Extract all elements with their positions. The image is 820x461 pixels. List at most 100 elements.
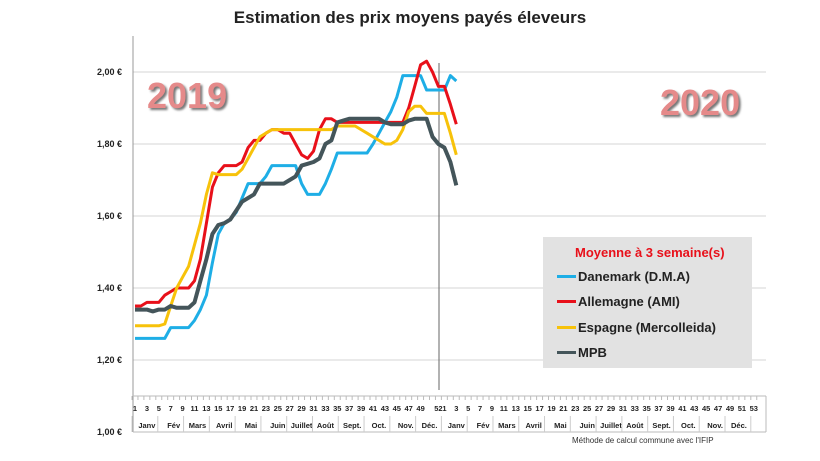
month-label: Déc. (731, 421, 747, 430)
legend-label: Allemagne (AMI) (578, 294, 680, 309)
x-tick-label: 9 (490, 404, 494, 413)
y-tick-label: 1,20 € (97, 355, 122, 365)
month-label: Nov. (398, 421, 414, 430)
x-tick-label: 13 (202, 404, 210, 413)
month-label: Août (317, 421, 335, 430)
x-tick-label: 43 (381, 404, 389, 413)
y-tick-label: 1,60 € (97, 211, 122, 221)
x-tick-label: 5 (466, 404, 470, 413)
x-tick-label: 33 (631, 404, 639, 413)
x-tick-label: 21 (559, 404, 567, 413)
x-tick-label: 27 (595, 404, 603, 413)
month-label: Mai (245, 421, 258, 430)
x-tick-label: 5 (157, 404, 161, 413)
x-tick-label: 51 (738, 404, 746, 413)
x-tick-label: 17 (535, 404, 543, 413)
legend-swatch (557, 300, 576, 303)
x-tick-label: 49 (416, 404, 424, 413)
x-tick-label: 47 (405, 404, 413, 413)
month-label: Sept. (652, 421, 670, 430)
y-tick-label: 1,40 € (97, 283, 122, 293)
x-tick-label: 31 (619, 404, 627, 413)
series-line-danemark-d-m-a- (135, 74, 458, 340)
x-tick-label: 11 (500, 404, 508, 413)
x-tick-label: 27 (286, 404, 294, 413)
x-tick-label: 21 (250, 404, 258, 413)
month-label: Avril (216, 421, 232, 430)
x-tick-label: 45 (393, 404, 401, 413)
x-tick-label: 25 (274, 404, 282, 413)
x-tick-label: 19 (547, 404, 555, 413)
y-tick-label: 1,80 € (97, 139, 122, 149)
month-label: Mars (498, 421, 516, 430)
x-tick-label: 33 (321, 404, 329, 413)
x-tick-label: 41 (369, 404, 377, 413)
x-tick-label: 35 (333, 404, 341, 413)
month-label: Juin (579, 421, 595, 430)
legend-swatch (557, 326, 576, 329)
x-tick-label: 9 (181, 404, 185, 413)
x-tick-label: 3 (454, 404, 458, 413)
x-tick-label: 17 (226, 404, 234, 413)
legend: Moyenne à 3 semaine(s) Danemark (D.M.A) … (543, 237, 752, 368)
y-tick-label: 2,00 € (97, 67, 122, 77)
x-tick-label: 23 (571, 404, 579, 413)
month-label: Oct. (681, 421, 696, 430)
x-tick-label: 23 (262, 404, 270, 413)
series-line-mpb (135, 116, 459, 314)
legend-item-espagne: Espagne (Mercolleida) (557, 320, 716, 335)
month-label: Juin (270, 421, 286, 430)
month-label: Janv (448, 421, 466, 430)
x-tick-label: 7 (169, 404, 173, 413)
x-tick-label: 25 (583, 404, 591, 413)
legend-label: Espagne (Mercolleida) (578, 320, 716, 335)
x-tick-label: 39 (666, 404, 674, 413)
month-label: Avril (525, 421, 541, 430)
month-label: Août (626, 421, 644, 430)
month-label: Mai (554, 421, 567, 430)
legend-label: Danemark (D.M.A) (578, 269, 690, 284)
x-tick-label: 39 (357, 404, 365, 413)
legend-item-danemark: Danemark (D.M.A) (557, 269, 690, 284)
month-label: Fév (167, 421, 181, 430)
x-tick-label: 31 (309, 404, 317, 413)
x-tick-label: 45 (702, 404, 710, 413)
chart-title: Estimation des prix moyens payés éleveur… (233, 8, 587, 27)
legend-label: MPB (578, 345, 607, 360)
x-tick-label: 47 (714, 404, 722, 413)
x-tick-label: 53 (750, 404, 758, 413)
year-label-2019: 2019 (147, 75, 228, 116)
legend-title: Moyenne à 3 semaine(s) (575, 245, 725, 260)
month-label: Sept. (343, 421, 361, 430)
x-tick-label: 37 (654, 404, 662, 413)
x-tick-label: 1 (133, 404, 137, 413)
x-tick-label: 15 (214, 404, 222, 413)
month-label: Fév (477, 421, 491, 430)
legend-swatch (557, 275, 576, 278)
x-tick-label: 52 (434, 404, 442, 413)
x-tick-label: 11 (191, 404, 199, 413)
x-tick-label: 43 (690, 404, 698, 413)
series-line-espagne-mercolleida- (135, 104, 458, 328)
month-label: Juillet (291, 421, 313, 430)
legend-item-allemagne: Allemagne (AMI) (557, 294, 680, 309)
month-label: Oct. (372, 421, 387, 430)
x-tick-label: 41 (678, 404, 686, 413)
month-label: Janv (138, 421, 156, 430)
method-note: Méthode de calcul commune avec l'IFIP (572, 436, 714, 445)
x-tick-label: 13 (512, 404, 520, 413)
year-label-2020: 2020 (660, 82, 741, 123)
legend-swatch (557, 351, 576, 354)
x-tick-label: 7 (478, 404, 482, 413)
month-label: Juillet (600, 421, 622, 430)
x-tick-label: 35 (643, 404, 651, 413)
month-label: Nov. (707, 421, 723, 430)
x-tick-label: 1 (442, 404, 446, 413)
month-label: Déc. (422, 421, 438, 430)
y-tick-label: 1,00 € (97, 427, 122, 437)
x-tick-label: 49 (726, 404, 734, 413)
legend-item-mpb: MPB (557, 345, 607, 360)
x-tick-label: 29 (607, 404, 615, 413)
x-tick-label: 3 (145, 404, 149, 413)
